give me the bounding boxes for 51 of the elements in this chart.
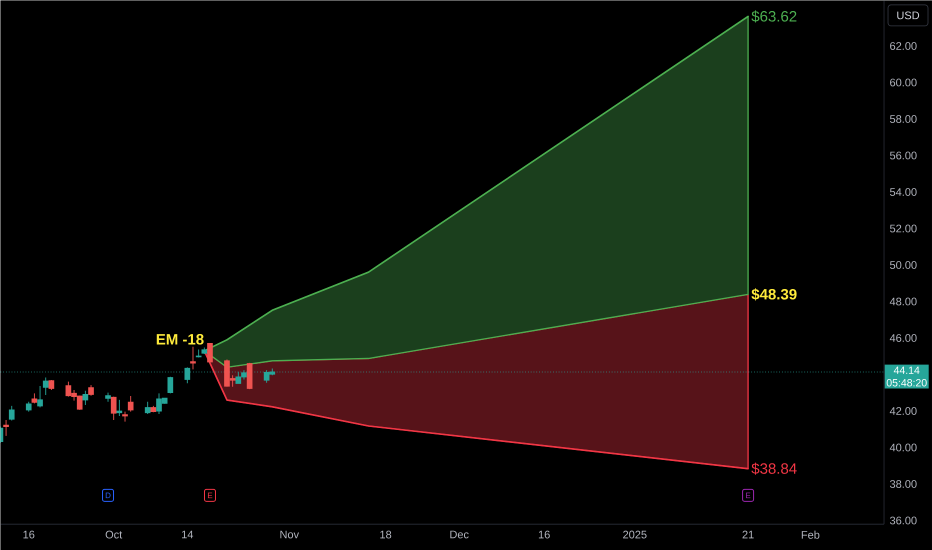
candlestick	[144, 401, 151, 414]
candlestick	[207, 342, 213, 363]
candlestick	[105, 392, 111, 402]
x-tick-label: 21	[742, 530, 754, 538]
x-tick-label: 16	[538, 530, 550, 538]
y-tick-label: 36.00	[890, 516, 917, 524]
x-tick-label: Oct	[106, 530, 122, 538]
data-label: $38.84	[751, 462, 797, 475]
candlestick	[196, 348, 202, 358]
candlestick	[48, 379, 54, 390]
y-tick-label: 46.00	[890, 334, 917, 342]
y-tick-label: 38.00	[890, 480, 917, 488]
y-axis-title: USD	[897, 11, 920, 20]
x-tick-label: Nov	[280, 530, 300, 538]
x-tick-label: 18	[380, 530, 392, 538]
x-tick-label: 2025	[623, 530, 647, 538]
candlestick	[116, 399, 122, 416]
annotation: EM -18	[156, 334, 204, 345]
candlestick	[246, 362, 252, 390]
ref-line-label: 44.14	[894, 366, 920, 374]
x-tick-label: 16	[23, 530, 34, 538]
candlestick	[110, 396, 117, 420]
x-tick-label: Dec	[450, 530, 469, 538]
candlestick	[122, 411, 128, 422]
candlestick	[190, 346, 196, 370]
y-tick-label: 60.00	[890, 78, 917, 86]
y-tick-label: 56.00	[890, 152, 917, 160]
candlestick	[26, 401, 32, 412]
candlestick	[168, 376, 174, 394]
candlestick	[82, 390, 88, 406]
candlestick	[8, 405, 15, 421]
candlestick	[3, 419, 9, 436]
data-label: $63.62	[751, 10, 796, 22]
annotation: $48.39	[751, 288, 797, 300]
candlestick	[88, 384, 94, 396]
y-tick-label: 52.00	[890, 224, 917, 232]
candlestick	[128, 396, 134, 412]
y-tick-label: 48.00	[890, 298, 917, 306]
x-tick-label: Feb	[802, 530, 820, 539]
y-tick-label: 62.00	[890, 42, 917, 50]
x-tick-label: 14	[182, 530, 194, 538]
y-tick-label: 58.00	[890, 115, 917, 123]
y-tick-label: 50.00	[890, 261, 917, 269]
candlestick	[201, 346, 208, 354]
candlestick	[37, 385, 43, 408]
candlestick	[32, 392, 38, 404]
y-tick-label: 54.00	[890, 188, 917, 196]
y-tick-label: 42.00	[890, 407, 917, 415]
text: 05:48:20	[886, 378, 927, 386]
candlestick	[150, 405, 156, 413]
y-tick-label: 40.00	[890, 444, 917, 452]
